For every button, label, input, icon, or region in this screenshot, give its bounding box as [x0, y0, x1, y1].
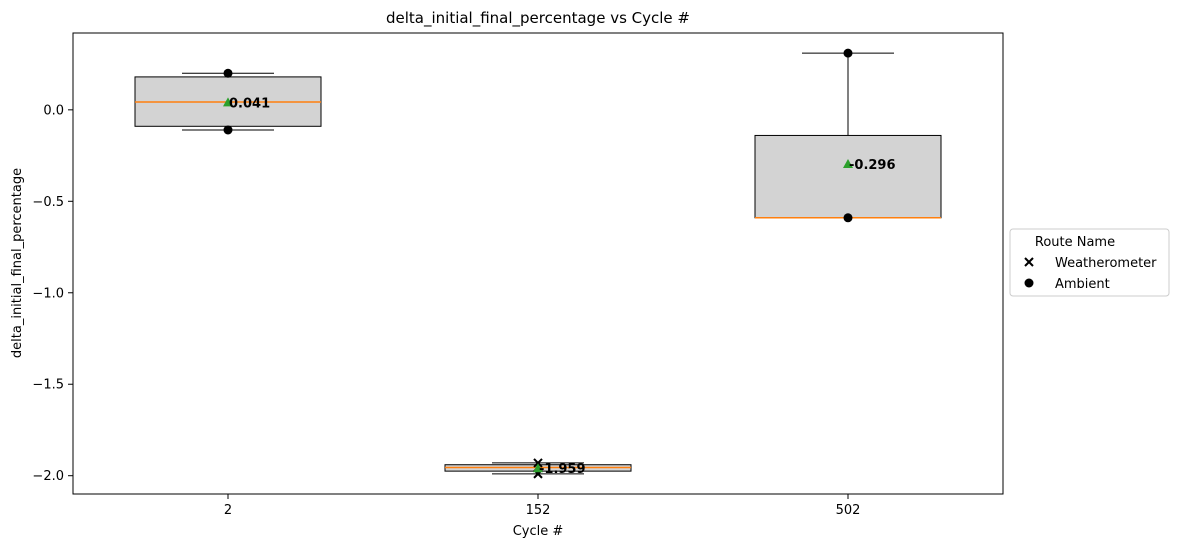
x-tick-label: 2 [224, 503, 232, 518]
legend-label-weatherometer: Weatherometer [1055, 256, 1157, 271]
box-502 [754, 52, 942, 219]
x-tick-label: 152 [526, 503, 551, 518]
legend-marker-ambient [1024, 278, 1034, 288]
legend-title: Route Name [1035, 235, 1115, 250]
y-tick-label: −2.0 [32, 469, 64, 484]
legend-frame [1009, 228, 1170, 297]
legend-label-ambient: Ambient [1055, 277, 1110, 292]
y-tick-label: −0.5 [32, 195, 64, 210]
data-point-ambient [223, 125, 233, 135]
y-tick-label: 0.0 [43, 103, 64, 118]
x-tick-label: 502 [836, 503, 861, 518]
mean-label: -1.959 [539, 462, 586, 477]
chart-title: delta_initial_final_percentage vs Cycle … [386, 9, 690, 28]
mean-label: -0.296 [849, 158, 896, 173]
y-axis-label: delta_initial_final_percentage [10, 168, 25, 358]
mean-marker [533, 463, 543, 473]
data-point-ambient [843, 48, 853, 58]
mean-marker [223, 97, 233, 107]
mean-marker [843, 158, 853, 168]
data-point-ambient [843, 213, 853, 223]
mean-label: 0.041 [229, 96, 270, 111]
x-axis: 2 152 502 [224, 494, 861, 518]
plot-area: 0.041 -1.959 -0.296 [134, 48, 942, 479]
marker-stroke [533, 458, 543, 468]
box-body [754, 134, 942, 219]
x-axis-label: Cycle # [513, 524, 564, 539]
legend: Route Name Weatherometer Ambient [1009, 228, 1170, 297]
legend-marker-weatherometer [1024, 257, 1034, 267]
y-tick-label: −1.0 [32, 286, 64, 301]
y-tick-label: −1.5 [32, 378, 64, 393]
y-axis: 0.0 −0.5 −1.0 −1.5 −2.0 [32, 103, 73, 484]
data-point-weatherometer [533, 458, 543, 468]
data-point-ambient [223, 68, 233, 78]
